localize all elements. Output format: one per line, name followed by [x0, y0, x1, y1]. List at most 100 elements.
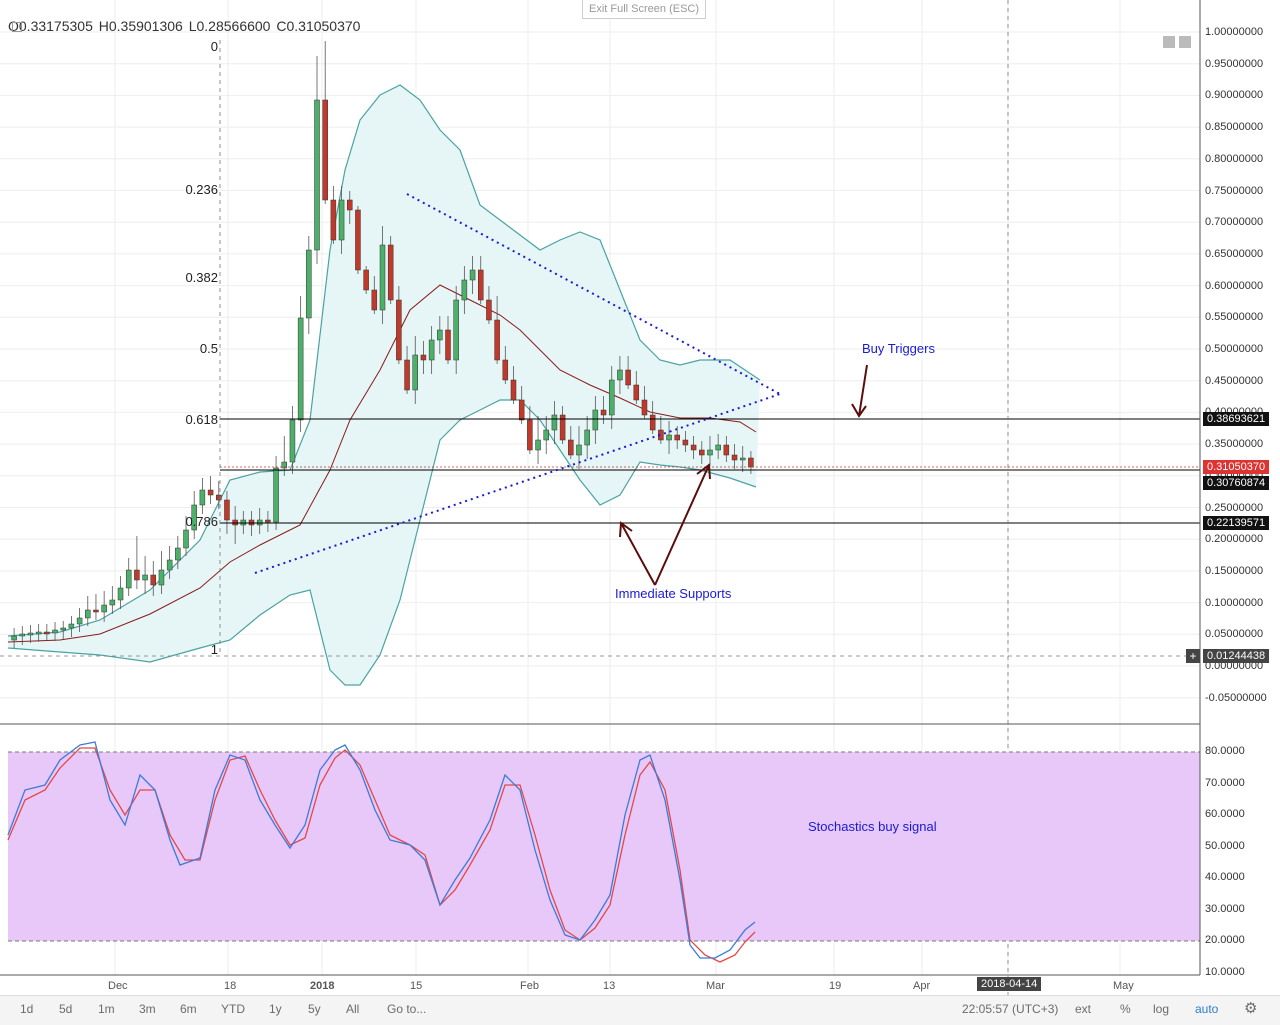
candle	[117, 587, 124, 601]
candle	[731, 454, 738, 461]
candle	[543, 429, 549, 441]
date-label-19: 19	[829, 980, 842, 992]
date-label-2018: 2018	[310, 980, 335, 992]
price-axis-label: 0.25000000	[1205, 501, 1264, 514]
candle	[27, 632, 34, 636]
candle	[52, 629, 58, 634]
pane-controls-icon[interactable]	[1163, 36, 1193, 48]
stoch-axis-label: 70.0000	[1205, 776, 1245, 789]
candle	[527, 419, 533, 451]
candle	[494, 319, 500, 361]
candle	[469, 269, 476, 281]
candle	[461, 279, 468, 301]
candle	[281, 461, 288, 469]
candle	[60, 627, 66, 631]
ext-button[interactable]: ext	[1075, 1002, 1092, 1016]
candle	[428, 339, 435, 361]
stochastics-d-line	[7, 747, 756, 963]
settings-gear-icon[interactable]: ⚙	[1244, 1000, 1258, 1017]
goto-button[interactable]: Go to...	[387, 1002, 427, 1016]
candle	[739, 457, 746, 461]
price-axis-label: -0.05000000	[1205, 691, 1267, 704]
candle	[322, 99, 328, 201]
add-level-icon[interactable]: +	[1186, 649, 1200, 663]
candle	[150, 574, 157, 586]
candle	[216, 494, 222, 501]
candle	[748, 457, 754, 468]
candle	[379, 244, 386, 311]
candle	[314, 99, 320, 251]
price-axis-label: 0.50000000	[1205, 343, 1264, 355]
range-5d-button[interactable]: 5d	[59, 1002, 73, 1016]
candle	[11, 635, 17, 641]
fib-label-0236: 0.236	[185, 182, 218, 197]
candle	[387, 244, 394, 301]
candle	[371, 289, 378, 311]
candle	[502, 359, 509, 381]
candle	[109, 599, 116, 606]
candle	[207, 489, 214, 496]
candle	[477, 269, 484, 301]
range-6m-button[interactable]: 6m	[180, 1002, 197, 1016]
support-price-tag: 0.22139571	[1203, 516, 1270, 530]
range-1m-button[interactable]: 1m	[98, 1002, 115, 1016]
triangle-lower-trendline	[254, 393, 781, 574]
candle	[68, 623, 75, 629]
candle	[420, 354, 427, 361]
immediate-supports-annotation: Immediate Supports	[615, 586, 732, 601]
candle	[412, 354, 418, 391]
candle	[347, 199, 353, 211]
candle	[396, 299, 402, 361]
candle	[633, 384, 640, 401]
price-axis-label: 1.00000000	[1205, 26, 1264, 38]
buy-trigger-arrow	[851, 364, 868, 418]
stoch-axis-label: 80.0000	[1205, 745, 1245, 757]
candle	[453, 299, 459, 361]
candle	[551, 414, 558, 431]
percent-button[interactable]: %	[1120, 1002, 1131, 1016]
ohlc-high: H0.35901306	[98, 18, 183, 34]
candle	[224, 499, 230, 521]
exit-fullscreen-button[interactable]: Exit Full Screen (ESC)	[582, 0, 706, 19]
log-button[interactable]: log	[1153, 1002, 1170, 1016]
candle	[486, 299, 492, 321]
fib-label-0382: 0.382	[185, 270, 218, 285]
range-all-button[interactable]: All	[346, 1002, 360, 1016]
range-3m-button[interactable]: 3m	[139, 1002, 156, 1016]
candle	[674, 434, 680, 441]
candle	[76, 617, 83, 625]
stochastics-k-line	[7, 741, 756, 959]
price-axis-label: 0.60000000	[1205, 279, 1264, 292]
range-1d-button[interactable]: 1d	[20, 1002, 34, 1016]
ohlc-readout: O0.33175305 H0.35901306 L0.28566600 C0.3…	[8, 18, 362, 34]
price-axis-label: 0.75000000	[1205, 184, 1264, 197]
fib-label-1: 1	[210, 642, 218, 657]
collapse-icon[interactable]	[12, 22, 22, 32]
range-5y-button[interactable]: 5y	[308, 1002, 321, 1016]
range-1y-button[interactable]: 1y	[269, 1002, 282, 1016]
candle	[338, 199, 345, 241]
fib-label-05: 0.5	[199, 341, 218, 356]
candle	[297, 317, 304, 421]
date-label-18: 18	[224, 980, 237, 992]
candle	[273, 467, 279, 523]
price-axis-label: 0.35000000	[1205, 438, 1264, 451]
candle	[19, 633, 26, 637]
price-axis-label: 0.85000000	[1205, 121, 1264, 134]
fib-label-0618: 0.618	[185, 412, 218, 427]
price-axis-label: 0.95000000	[1205, 57, 1264, 70]
candle	[35, 631, 42, 635]
stoch-axis-label: 40.0000	[1205, 871, 1245, 883]
range-ytd-button[interactable]: YTD	[221, 1002, 245, 1016]
candle	[568, 439, 574, 456]
candle	[617, 369, 623, 381]
auto-button[interactable]: auto	[1195, 1002, 1219, 1016]
candle	[625, 369, 631, 386]
candle	[289, 419, 296, 463]
candle	[510, 379, 517, 401]
fib-label-0: 0	[210, 39, 218, 54]
candle	[535, 439, 541, 451]
date-label-feb: Feb	[520, 980, 539, 992]
